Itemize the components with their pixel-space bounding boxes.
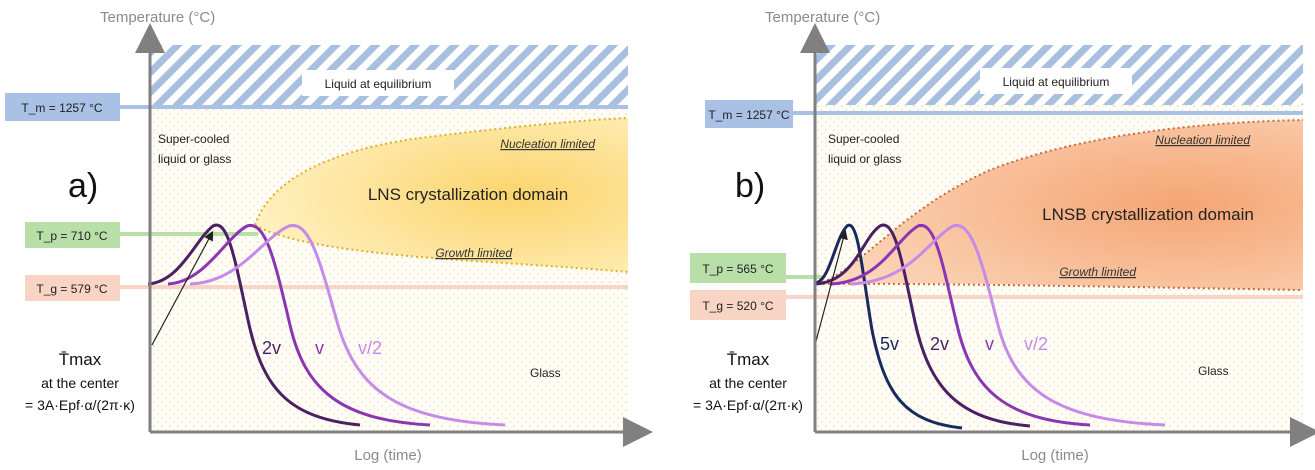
tmax-line2: at the center [709,375,787,391]
tm-box [705,100,793,128]
panel-letter: b) [735,167,765,205]
growth-boundary [817,282,1304,291]
panel-b: Liquid at equilibrium T_m = 1257 °C LNSB… [690,9,1315,464]
tmax-line3: = 3A·Epf·α/(2π·κ) [693,397,803,413]
y-axis-title: Temperature (°C) [100,9,215,26]
crystallization-domain [255,118,628,272]
x-axis-title: Log (time) [1021,447,1089,464]
thermal-curve-v [829,223,1091,427]
rate-label-2v: 2v [262,338,281,358]
rate-label-v-half: v/2 [1024,334,1048,354]
liquid-label-box [980,68,1132,94]
glass-label: Glass [1198,364,1229,378]
thermal-curve-2v [147,223,361,427]
liquid-label-box [302,70,454,96]
liquid-label: Liquid at equilibrium [325,77,432,91]
thermal-curve-v [167,223,431,427]
rate-label-5v: 5v [880,334,899,354]
tp-box [25,222,120,248]
tp-label: T_p = 710 °C [36,229,108,243]
tmax-line3: = 3A·Epf·α/(2π·κ) [25,397,135,413]
growth-label: Growth limited [435,246,512,260]
tg-label: T_g = 579 °C [36,282,108,296]
tmax-pointer [151,230,214,346]
tm-label: T_m = 1257 °C [708,108,790,122]
liquid-label: Liquid at equilibrium [1003,75,1110,89]
growth-label: Growth limited [1059,265,1136,279]
supercooled-line2: liquid or glass [158,152,231,166]
glass-label: Glass [530,366,561,380]
tm-label: T_m = 1257 °C [21,101,103,115]
rate-label-v-half: v/2 [358,338,382,358]
rate-label-v: v [985,334,994,354]
tg-box [25,275,120,301]
supercooled-line2: liquid or glass [828,152,901,166]
tmax-pointer [814,229,848,346]
supercooled-line1: Super-cooled [828,132,899,146]
thermal-curve-2v [814,223,1031,428]
thermal-curve-v-half [849,223,1166,427]
rate-label-v: v [315,338,324,358]
tm-box [5,93,120,121]
y-axis-title: Temperature (°C) [765,9,880,26]
thermal-curve-v-half [189,223,506,427]
tmax-symbol: T̄max [59,350,102,369]
tg-label: T_g = 520 °C [702,299,774,313]
nucleation-boundary [817,119,1304,285]
tmax-symbol: T̄max [727,350,770,369]
crystallization-domain [818,120,1303,290]
nucleation-boundary [254,117,629,226]
panel-letter: a) [68,167,98,205]
tp-box [690,253,786,283]
panel-a: Liquid at equilibrium T_m = 1257 °C LNS … [5,9,653,464]
tmax-line2: at the center [41,375,119,391]
nucleation-label: Nucleation limited [500,137,595,151]
tg-box [690,290,786,320]
rate-label-2v: 2v [930,334,949,354]
tp-label: T_p = 565 °C [702,262,774,276]
nucleation-label: Nucleation limited [1155,133,1250,147]
domain-label: LNSB crystallization domain [1042,205,1254,224]
supercooled-line1: Super-cooled [158,132,229,146]
x-axis-title: Log (time) [354,447,422,464]
domain-label: LNS crystallization domain [368,185,568,204]
